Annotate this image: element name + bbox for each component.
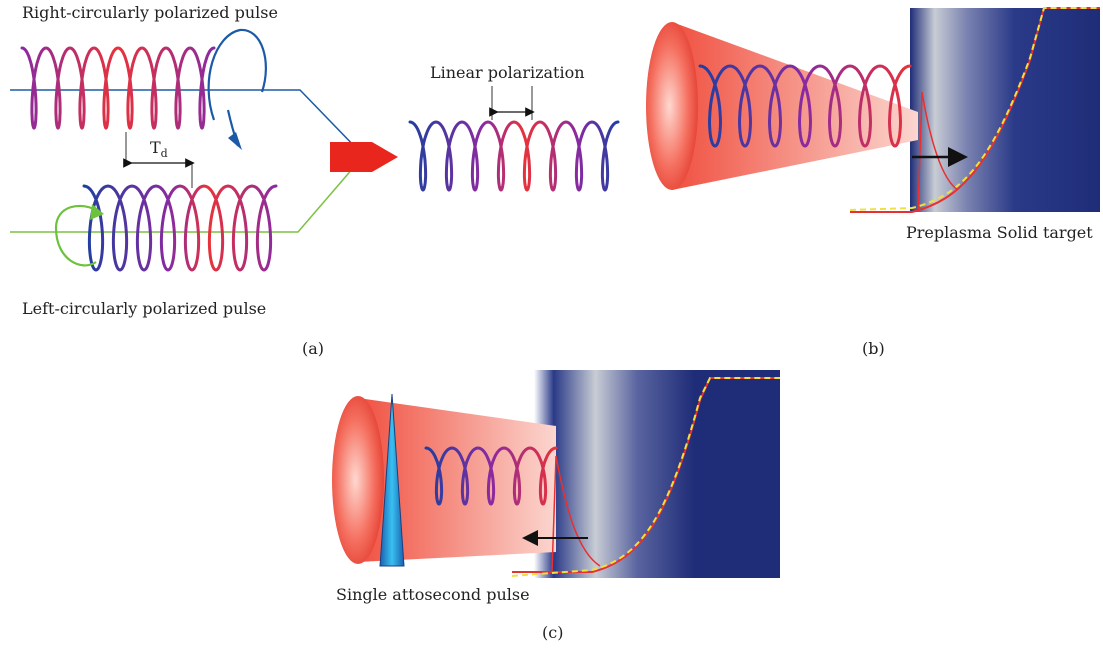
combine-arrow-icon [330,142,398,172]
panel-a: Right-circularly polarized pulse Td Left… [10,3,398,358]
attosecond-pulse-icon [379,393,405,567]
linear-polarization-label: Linear polarization [430,63,585,82]
caption-c: (c) [542,623,563,642]
laser-cone-c [358,398,556,562]
laser-cone-b [672,22,918,190]
right-rotation-arrow-icon [207,28,267,147]
laser-cone-face-b [646,22,698,190]
density-profile-dashed-b [849,7,1100,211]
left-rotation-arrowhead-icon [90,204,104,220]
delay-label: Td [150,138,168,160]
left-rotation-arrow-icon [54,204,101,267]
right-rotation-arrowhead-icon [228,132,242,150]
panel-c: Single attosecond pulse (c) [332,370,780,642]
right-pulse-label: Right-circularly polarized pulse [22,3,278,22]
caption-b: (b) [862,339,885,358]
linear-polarization-group: Linear polarization [408,63,620,192]
density-profile-dashed-c [511,377,780,577]
caption-a: (a) [302,339,324,358]
left-polarized-helix [82,184,278,272]
laser-helix-c [424,446,558,506]
field-spike-c [551,455,601,573]
right-polarized-helix [20,46,216,130]
linear-polarized-helix [408,120,620,192]
field-spike-b [917,91,959,213]
left-beam-line [10,159,361,233]
attosecond-label-c: Single attosecond pulse [336,585,530,604]
target-dark-block-c [706,378,780,578]
target-label-b: Preplasma Solid target [906,223,1093,242]
laser-cone-face-c [332,396,384,564]
left-pulse-label: Left-circularly polarized pulse [22,299,266,318]
panel-b: Preplasma Solid target (b) [646,7,1100,358]
laser-helix-b [698,64,912,148]
solid-target-b [910,8,1100,212]
right-beam-line [10,89,361,153]
